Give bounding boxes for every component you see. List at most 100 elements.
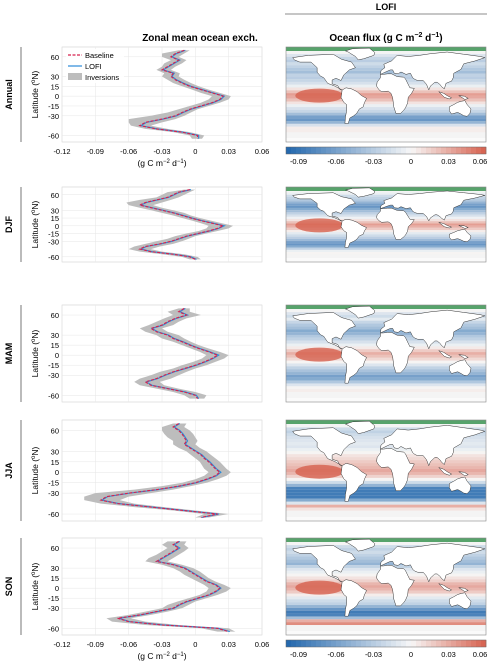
map-flux-band: [286, 427, 486, 431]
colorbar-cell: [301, 640, 307, 647]
map-flux-band: [286, 483, 486, 487]
y-tick-label: 0: [55, 222, 59, 231]
map-sea-ice-north: [286, 305, 486, 309]
map-flux-band: [286, 329, 486, 333]
x-label-part: ): [184, 651, 187, 661]
map-antarctica: [286, 517, 486, 521]
x-label-exp: −2: [163, 159, 171, 165]
colorbar-frame: [285, 639, 487, 648]
map-continent: [344, 305, 376, 319]
colorbar-cell: [451, 147, 457, 154]
colorbar-cell: [441, 147, 447, 154]
map-flux-band: [286, 369, 486, 373]
colorbar-cell: [286, 640, 292, 647]
map-continent: [344, 538, 376, 552]
map-continent: [344, 420, 376, 434]
colorbar-tick-label: -0.09: [290, 157, 307, 166]
map-flux-band: [286, 245, 486, 248]
colorbar-cell: [416, 640, 422, 647]
colorbar-cell: [331, 147, 337, 154]
x-tick-label: -0.03: [153, 147, 170, 156]
x-tick-label: 0.03: [221, 147, 236, 156]
colorbar-cell: [426, 640, 432, 647]
x-label-exp: −1: [177, 159, 185, 165]
y-label-part: Latitude (: [30, 459, 40, 495]
map-flux-band: [286, 236, 486, 239]
lofi-line: [145, 307, 220, 399]
map-continent: [340, 346, 367, 384]
map-tropical-outgassing: [295, 580, 344, 595]
colorbar-cell: [381, 640, 387, 647]
colorbar-cell: [336, 640, 342, 647]
colorbar-cell: [456, 147, 462, 154]
y-label-degree: o: [31, 338, 37, 342]
colorbar-frame: [285, 146, 487, 155]
map-continent: [340, 218, 367, 248]
right-title-part: Ocean flux (g C m: [329, 33, 414, 44]
season-label: DJF: [4, 216, 14, 234]
inversions-band: [128, 50, 231, 139]
map-continent: [340, 463, 367, 502]
map-flux-band: [286, 56, 486, 60]
colorbar-cell: [381, 147, 387, 154]
y-tick-label: -30: [48, 237, 59, 246]
inversions-band: [134, 308, 229, 399]
map-flux-band: [286, 471, 486, 475]
y-tick-label: 60: [51, 311, 59, 320]
y-tick-label: 15: [51, 458, 59, 467]
colorbar-cell: [396, 147, 402, 154]
map-continent: [449, 476, 472, 494]
map-continent: [380, 425, 486, 467]
season-label: MAM: [4, 343, 14, 365]
y-tick-label: 30: [51, 447, 59, 456]
flux-map: [285, 46, 487, 143]
map-flux-band: [286, 194, 486, 197]
map-flux-band: [286, 123, 486, 127]
x-axis-label: (g C m−2 d−1): [137, 158, 186, 168]
map-flux-band: [286, 377, 486, 381]
y-tick-label: -30: [48, 112, 59, 121]
colorbar-cell: [316, 147, 322, 154]
map-flux-band: [286, 317, 486, 321]
colorbar-cell: [471, 147, 477, 154]
map-flux-band: [286, 562, 486, 566]
map-flux-band: [286, 585, 486, 588]
right-section-title: LOFI: [376, 2, 397, 12]
colorbar-cell: [386, 147, 392, 154]
map-continent: [376, 448, 415, 491]
y-label-part: N): [30, 70, 40, 79]
colorbar-cell: [326, 640, 332, 647]
colorbar-cell: [466, 147, 472, 154]
y-tick-label: 30: [51, 331, 59, 340]
map-flux-band: [286, 357, 486, 361]
colorbar-cell: [346, 147, 352, 154]
colorbar-cell: [336, 147, 342, 154]
y-tick-label: -60: [48, 253, 59, 262]
season-label: Annual: [4, 79, 14, 110]
map-antarctica: [286, 258, 486, 262]
colorbar-cell: [321, 147, 327, 154]
colorbar-cell: [436, 147, 442, 154]
flux-map: [285, 304, 487, 403]
map-frame: [285, 46, 487, 143]
y-tick-label: -15: [48, 361, 59, 370]
map-continent: [438, 350, 453, 359]
map-flux-band: [286, 109, 486, 113]
map-sea-ice-north: [286, 538, 486, 542]
map-flux-band: [286, 230, 486, 233]
colorbar-cell: [386, 640, 392, 647]
map-flux-band: [286, 605, 486, 608]
x-tick-label: 0.03: [221, 640, 236, 649]
colorbar-cell: [401, 640, 407, 647]
map-continent: [376, 565, 415, 607]
colorbar-cell: [411, 147, 417, 154]
baseline-line: [138, 189, 225, 260]
x-tick-label: 0: [193, 640, 197, 649]
y-tick-label: 60: [51, 544, 59, 553]
y-tick-label: -60: [48, 131, 59, 140]
map-continent: [376, 207, 415, 240]
right-title-part: d: [422, 33, 431, 44]
map-flux-band: [286, 107, 486, 110]
